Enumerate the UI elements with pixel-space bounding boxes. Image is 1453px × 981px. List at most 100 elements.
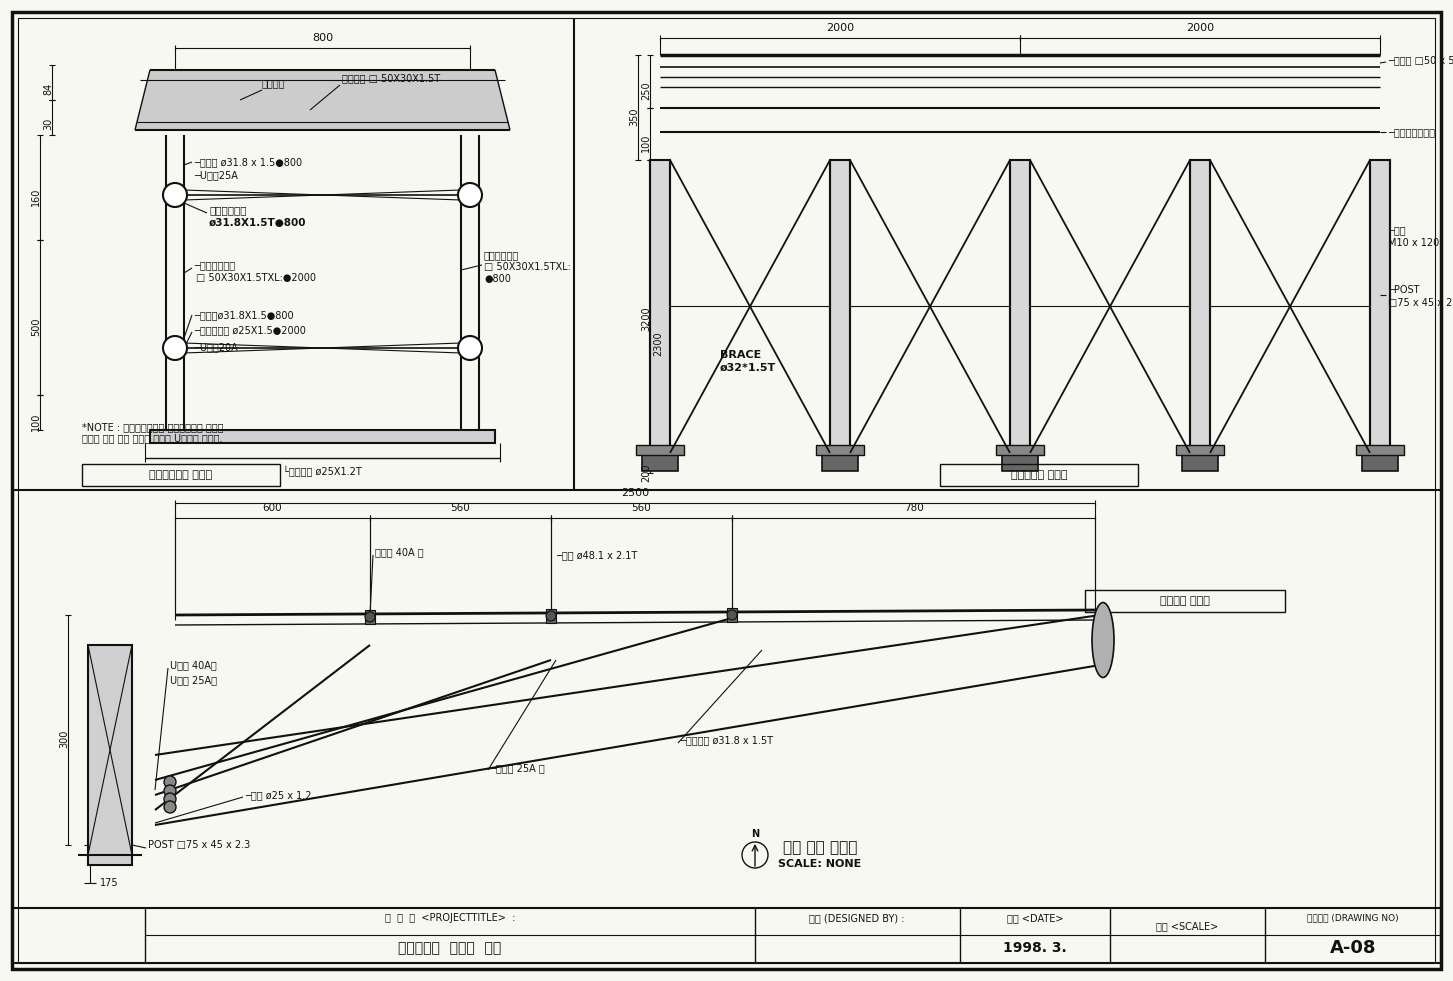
Circle shape [726,610,737,620]
Circle shape [365,612,375,622]
Bar [1190,160,1210,453]
Text: 100: 100 [31,412,41,431]
Text: 350: 350 [629,108,639,126]
Bar [169,341,182,355]
Text: □ 50X30X1.5TXL:: □ 50X30X1.5TXL: [484,262,571,272]
Text: └이중형대 ø25X1.2T: └이중형대 ø25X1.2T [283,466,362,477]
Text: ─서까래ø31.8X1.5●800: ─서까래ø31.8X1.5●800 [195,310,294,320]
Text: ─U볼트25A: ─U볼트25A [195,170,238,180]
Text: 설계 (DESIGNED BY) :: 설계 (DESIGNED BY) : [809,913,905,923]
Text: 2000: 2000 [825,23,854,33]
Text: 2300: 2300 [652,332,663,356]
Text: 각부 조립 상세도: 각부 조립 상세도 [783,841,857,855]
Text: N: N [751,829,758,839]
Text: 250: 250 [641,81,651,100]
Text: 용마루바: 용마루바 [262,78,285,88]
Text: 160: 160 [31,187,41,206]
Text: ─U볼트20A: ─U볼트20A [195,342,238,352]
Text: A-08: A-08 [1329,939,1376,957]
Polygon shape [135,70,510,130]
Text: 중방받침 설치도: 중방받침 설치도 [1159,596,1210,606]
Bar [169,188,182,202]
Text: 축첨 <SCALE>: 축첨 <SCALE> [1157,921,1218,931]
Bar [464,341,477,355]
Bar [546,609,556,623]
Text: 농가보급형  경질판  온실: 농가보급형 경질판 온실 [398,941,501,955]
Text: ─볼트: ─볼트 [1388,225,1405,235]
Text: 560: 560 [450,503,471,513]
Text: 560: 560 [632,503,651,513]
Text: 2500: 2500 [620,488,649,498]
Text: POST □75 x 45 x 2.3: POST □75 x 45 x 2.3 [148,840,250,850]
Bar [1085,590,1284,612]
Circle shape [164,785,176,797]
Bar [830,160,850,453]
Text: U볼트 25A용: U볼트 25A용 [170,675,216,685]
Bar [726,608,737,622]
Circle shape [458,336,482,360]
Circle shape [164,793,176,805]
Ellipse shape [1093,602,1114,678]
Bar [1175,445,1223,455]
Text: 780: 780 [904,503,923,513]
Text: □75 x 45 x 2.3: □75 x 45 x 2.3 [1388,298,1453,308]
Text: ─곡부보 □50 x 50 x 2.0T: ─곡부보 □50 x 50 x 2.0T [1388,55,1453,65]
Text: 300: 300 [60,730,68,749]
Bar [12,908,1441,963]
Text: 2000: 2000 [1186,23,1215,33]
Text: 200: 200 [641,463,651,482]
Bar [150,430,495,443]
Bar [817,445,865,455]
Bar [81,464,280,486]
Text: 800: 800 [312,33,333,43]
Text: 500: 500 [31,318,41,336]
Text: 도면군번 (DRAWING NO): 도면군번 (DRAWING NO) [1308,913,1399,922]
Text: 용마루받쳨대: 용마루받쳨대 [484,250,519,260]
Text: 서까래보강대: 서까래보강대 [209,205,247,215]
Bar [642,453,679,471]
Text: 날짜 <DATE>: 날짜 <DATE> [1007,913,1064,923]
Text: SCALE: NONE: SCALE: NONE [779,859,862,869]
Circle shape [164,801,176,813]
Text: ●800: ●800 [484,274,511,284]
Bar [649,160,670,453]
Text: ─이중서까래 ø25X1.5●2000: ─이중서까래 ø25X1.5●2000 [195,325,307,335]
Circle shape [546,611,556,621]
Text: 30: 30 [44,118,52,129]
Text: ø32*1.5T: ø32*1.5T [721,363,776,373]
Bar [464,188,477,202]
Text: ─사제 ø25 x 1.2: ─사제 ø25 x 1.2 [246,790,311,800]
Bar [1356,445,1404,455]
Bar [995,445,1045,455]
Text: ─POST: ─POST [1388,285,1420,295]
Text: ─중방받쳨 ø31.8 x 1.5T: ─중방받쳨 ø31.8 x 1.5T [680,735,773,745]
Text: 175: 175 [100,878,119,888]
Text: U볼트 40A용: U볼트 40A용 [170,660,216,670]
Text: 수직브레싱 설치도: 수직브레싱 설치도 [1011,470,1068,480]
Bar [940,464,1138,486]
Circle shape [164,776,176,788]
Text: 100: 100 [641,134,651,152]
Bar [822,453,859,471]
Circle shape [163,336,187,360]
Text: 고정구 40A 용: 고정구 40A 용 [375,547,424,557]
Text: 84: 84 [44,82,52,95]
Bar [365,610,375,624]
Bar [1370,160,1391,453]
Bar [1181,453,1218,471]
Text: 3200: 3200 [641,306,651,332]
Text: 공  사  명  <PROJECTTITLE>  :: 공 사 명 <PROJECTTITLE> : [385,913,516,923]
Text: ─커튀지지파이프: ─커튀지지파이프 [1388,127,1436,137]
Circle shape [163,183,187,207]
Text: ─중방 ø48.1 x 2.1T: ─중방 ø48.1 x 2.1T [556,550,638,560]
Bar [89,645,132,865]
Text: 600: 600 [263,503,282,513]
Bar [1003,453,1037,471]
Text: ─고정구 25A 용: ─고정구 25A 용 [490,763,545,773]
Bar [1361,453,1398,471]
Text: 1998. 3.: 1998. 3. [1003,941,1067,955]
Text: M10 x 120: M10 x 120 [1388,238,1440,248]
Text: ─용마루받쳨대: ─용마루받쳨대 [195,260,235,270]
Text: ─서까래 ø31.8 x 1.5●800: ─서까래 ø31.8 x 1.5●800 [195,157,302,167]
Text: *NOTE : 용마루받침대와 이중서까래의 조합은
위치가 맞아 조립 가능한 부분과 U볼트를 연결함.: *NOTE : 용마루받침대와 이중서까래의 조합은 위치가 맞아 조립 가능한… [81,422,224,443]
